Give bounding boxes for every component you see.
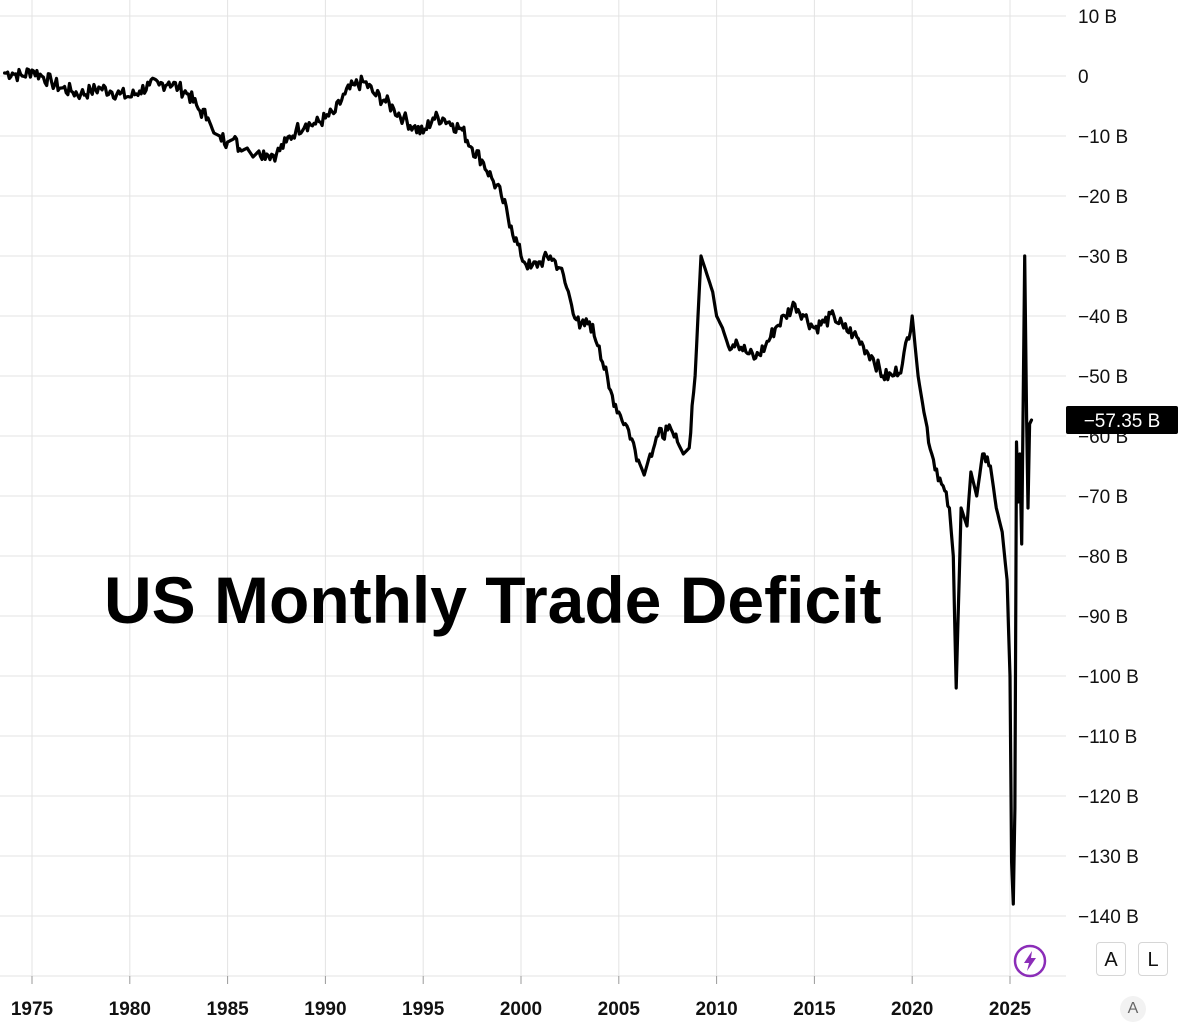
last-value-label: −57.35 B — [1084, 411, 1161, 432]
log-scale-button[interactable]: L — [1138, 942, 1168, 976]
y-tick-label: 10 B — [1078, 7, 1117, 28]
y-tick-label: −40 B — [1078, 307, 1128, 328]
chart-title: US Monthly Trade Deficit — [104, 563, 881, 637]
x-axis: 1975 1980 1985 1990 1995 2000 2005 2010 2015 2020… — [11, 976, 1032, 1020]
x-tick-label: 2010 — [695, 999, 737, 1020]
series-line-trade-balance — [2, 67, 1034, 906]
lightning-bolt-icon[interactable] — [1013, 944, 1047, 978]
y-tick-label: −110 B — [1078, 727, 1137, 748]
x-tick-label: 2015 — [793, 999, 836, 1020]
x-tick-label: 1995 — [402, 999, 445, 1020]
x-tick-label: 1985 — [206, 999, 249, 1020]
x-tick-label: 1980 — [109, 999, 151, 1020]
y-tick-label: −10 B — [1078, 127, 1128, 148]
y-tick-label: −20 B — [1078, 187, 1128, 208]
y-tick-label: −100 B — [1078, 667, 1139, 688]
x-tick-label: 2025 — [989, 999, 1032, 1020]
last-value-badge-bg — [1066, 406, 1178, 434]
last-value-badge: −57.35 B — [1066, 406, 1178, 434]
y-tick-label: −50 B — [1078, 367, 1128, 388]
x-tick-label: 1990 — [304, 999, 346, 1020]
y-tick-label: 0 — [1078, 67, 1089, 88]
grid-lines — [0, 0, 1066, 977]
y-tick-label: −90 B — [1078, 607, 1128, 628]
y-tick-label: −140 B — [1078, 907, 1139, 928]
y-axis: 10 B0−10 B−20 B−30 B−40 B−50 B−60 B−70 B… — [1078, 7, 1139, 928]
auto-scale-button[interactable]: A — [1096, 942, 1126, 976]
x-tick-label: 2020 — [891, 999, 933, 1020]
x-tick-label: 1975 — [11, 999, 54, 1020]
y-tick-label: −120 B — [1078, 787, 1139, 808]
x-tick-label: 2005 — [598, 999, 641, 1020]
lightning-bolt-glyph — [1013, 944, 1047, 978]
axis-auto-button[interactable]: A — [1120, 996, 1146, 1022]
y-tick-label: −80 B — [1078, 547, 1128, 568]
y-tick-label: −70 B — [1078, 487, 1128, 508]
y-tick-label: −30 B — [1078, 247, 1128, 268]
x-tick-label: 2000 — [500, 999, 542, 1020]
y-tick-label: −130 B — [1078, 847, 1139, 868]
